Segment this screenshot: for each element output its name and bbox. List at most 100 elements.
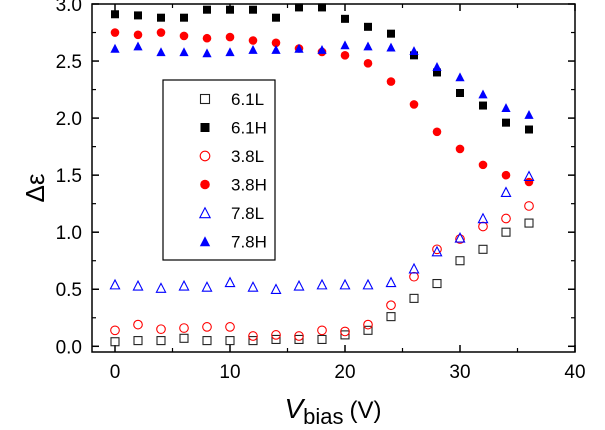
point-7.8L — [270, 283, 282, 294]
point-7.8L — [293, 279, 305, 291]
point-3.8L — [294, 331, 304, 341]
y-tick-label: 1.0 — [56, 223, 82, 244]
point-7.8L — [316, 278, 328, 290]
point-7.8L — [224, 276, 236, 288]
point-7.8H — [179, 47, 189, 57]
point-3.8L — [363, 319, 373, 330]
point-3.8L — [248, 331, 258, 341]
point-7.8H — [133, 41, 143, 51]
point-3.8H — [432, 127, 442, 137]
legend-label: 3.8H — [231, 176, 267, 195]
legend-label: 7.8H — [231, 233, 267, 252]
point-7.8H — [294, 43, 304, 53]
point-7.8L — [109, 278, 121, 290]
point-6.1H — [111, 10, 119, 19]
point-3.8H — [271, 38, 281, 48]
point-7.8H — [156, 47, 166, 57]
data-points — [109, 3, 535, 347]
point-7.8L — [431, 245, 443, 257]
x-axis-label: Vbias (V) — [284, 393, 381, 429]
y-axis-label: Δε — [20, 173, 50, 202]
point-3.8H — [202, 33, 212, 43]
point-3.8H — [133, 30, 143, 40]
point-7.8L — [454, 232, 466, 243]
point-6.1H — [318, 3, 326, 12]
plot-frame — [91, 3, 576, 353]
x-axis-label-unit: (V) — [350, 397, 382, 424]
point-6.1L — [501, 227, 511, 237]
point-3.8H — [363, 59, 373, 68]
point-7.8L — [132, 279, 144, 291]
point-7.8L — [408, 262, 420, 274]
point-6.1H — [157, 13, 165, 22]
point-3.8H — [225, 32, 235, 42]
point-7.8H — [202, 48, 212, 58]
series-6.1H — [111, 3, 533, 134]
x-tick-label: 0 — [110, 362, 121, 383]
axis-ticks: 0 10 20 30 40 0.0 0.5 1.0 1.5 2.0 2.5 3.0 — [56, 0, 586, 383]
point-7.8L — [500, 186, 512, 198]
point-3.8H — [386, 77, 396, 86]
point-3.8L — [501, 213, 511, 224]
point-6.1H — [479, 101, 487, 110]
point-3.8H — [179, 31, 189, 41]
y-tick-label: 0.5 — [56, 280, 82, 301]
point-3.8L — [179, 323, 189, 333]
x-axis-label-sub: bias — [303, 404, 343, 429]
point-6.1H — [341, 14, 349, 23]
point-6.1H — [433, 68, 441, 77]
legend-marker-6.1H — [200, 123, 210, 132]
point-6.1H — [387, 29, 395, 38]
series-7.8L — [109, 170, 535, 294]
point-3.8H — [110, 28, 120, 37]
point-7.8H — [455, 72, 465, 82]
point-6.1L — [179, 333, 189, 343]
legend-marker-7.8H — [199, 236, 211, 247]
point-3.8L — [133, 319, 143, 330]
point-7.8L — [523, 170, 535, 182]
y-tick-label: 2.5 — [56, 52, 82, 73]
series-6.1L — [110, 218, 534, 347]
legend-marker-7.8L — [198, 206, 212, 219]
point-6.1L — [317, 334, 327, 344]
axes — [91, 3, 576, 353]
legend-marker-3.8L — [199, 150, 211, 162]
point-7.8H — [340, 40, 350, 50]
point-6.1H — [364, 22, 372, 31]
legend-marker-6.1L — [199, 93, 211, 105]
point-7.8L — [477, 212, 489, 224]
point-7.8H — [386, 42, 396, 52]
point-3.8H — [340, 51, 350, 60]
point-7.8L — [247, 281, 259, 292]
point-6.1H — [203, 5, 211, 14]
point-6.1L — [363, 325, 373, 335]
point-6.1L — [386, 312, 396, 322]
point-3.8L — [524, 201, 534, 211]
point-3.8L — [340, 326, 350, 337]
point-6.1H — [226, 5, 234, 14]
point-3.8L — [478, 221, 488, 232]
point-7.8L — [362, 278, 374, 290]
point-3.8H — [248, 36, 258, 45]
point-3.8L — [317, 325, 327, 336]
point-7.8H — [110, 43, 120, 53]
point-3.8L — [156, 324, 166, 335]
point-7.8H — [524, 109, 534, 119]
point-6.1H — [525, 125, 533, 134]
point-7.8H — [478, 89, 488, 99]
legend-label: 6.1L — [231, 90, 264, 109]
point-3.8H — [455, 144, 465, 154]
point-7.8H — [248, 44, 258, 54]
point-6.1L — [432, 278, 442, 289]
point-3.8H — [156, 28, 166, 37]
point-7.8H — [225, 47, 235, 57]
point-6.1H — [456, 88, 464, 97]
point-6.1L — [294, 334, 304, 344]
point-7.8L — [178, 279, 190, 291]
x-tick-label: 30 — [449, 362, 470, 383]
point-3.8H — [478, 160, 488, 170]
legend: 6.1L 6.1H 3.8L 3.8H 7.8L 7.8H — [162, 79, 276, 261]
point-6.1L — [110, 337, 120, 347]
point-6.1L — [248, 336, 258, 346]
point-6.1L — [455, 256, 465, 266]
